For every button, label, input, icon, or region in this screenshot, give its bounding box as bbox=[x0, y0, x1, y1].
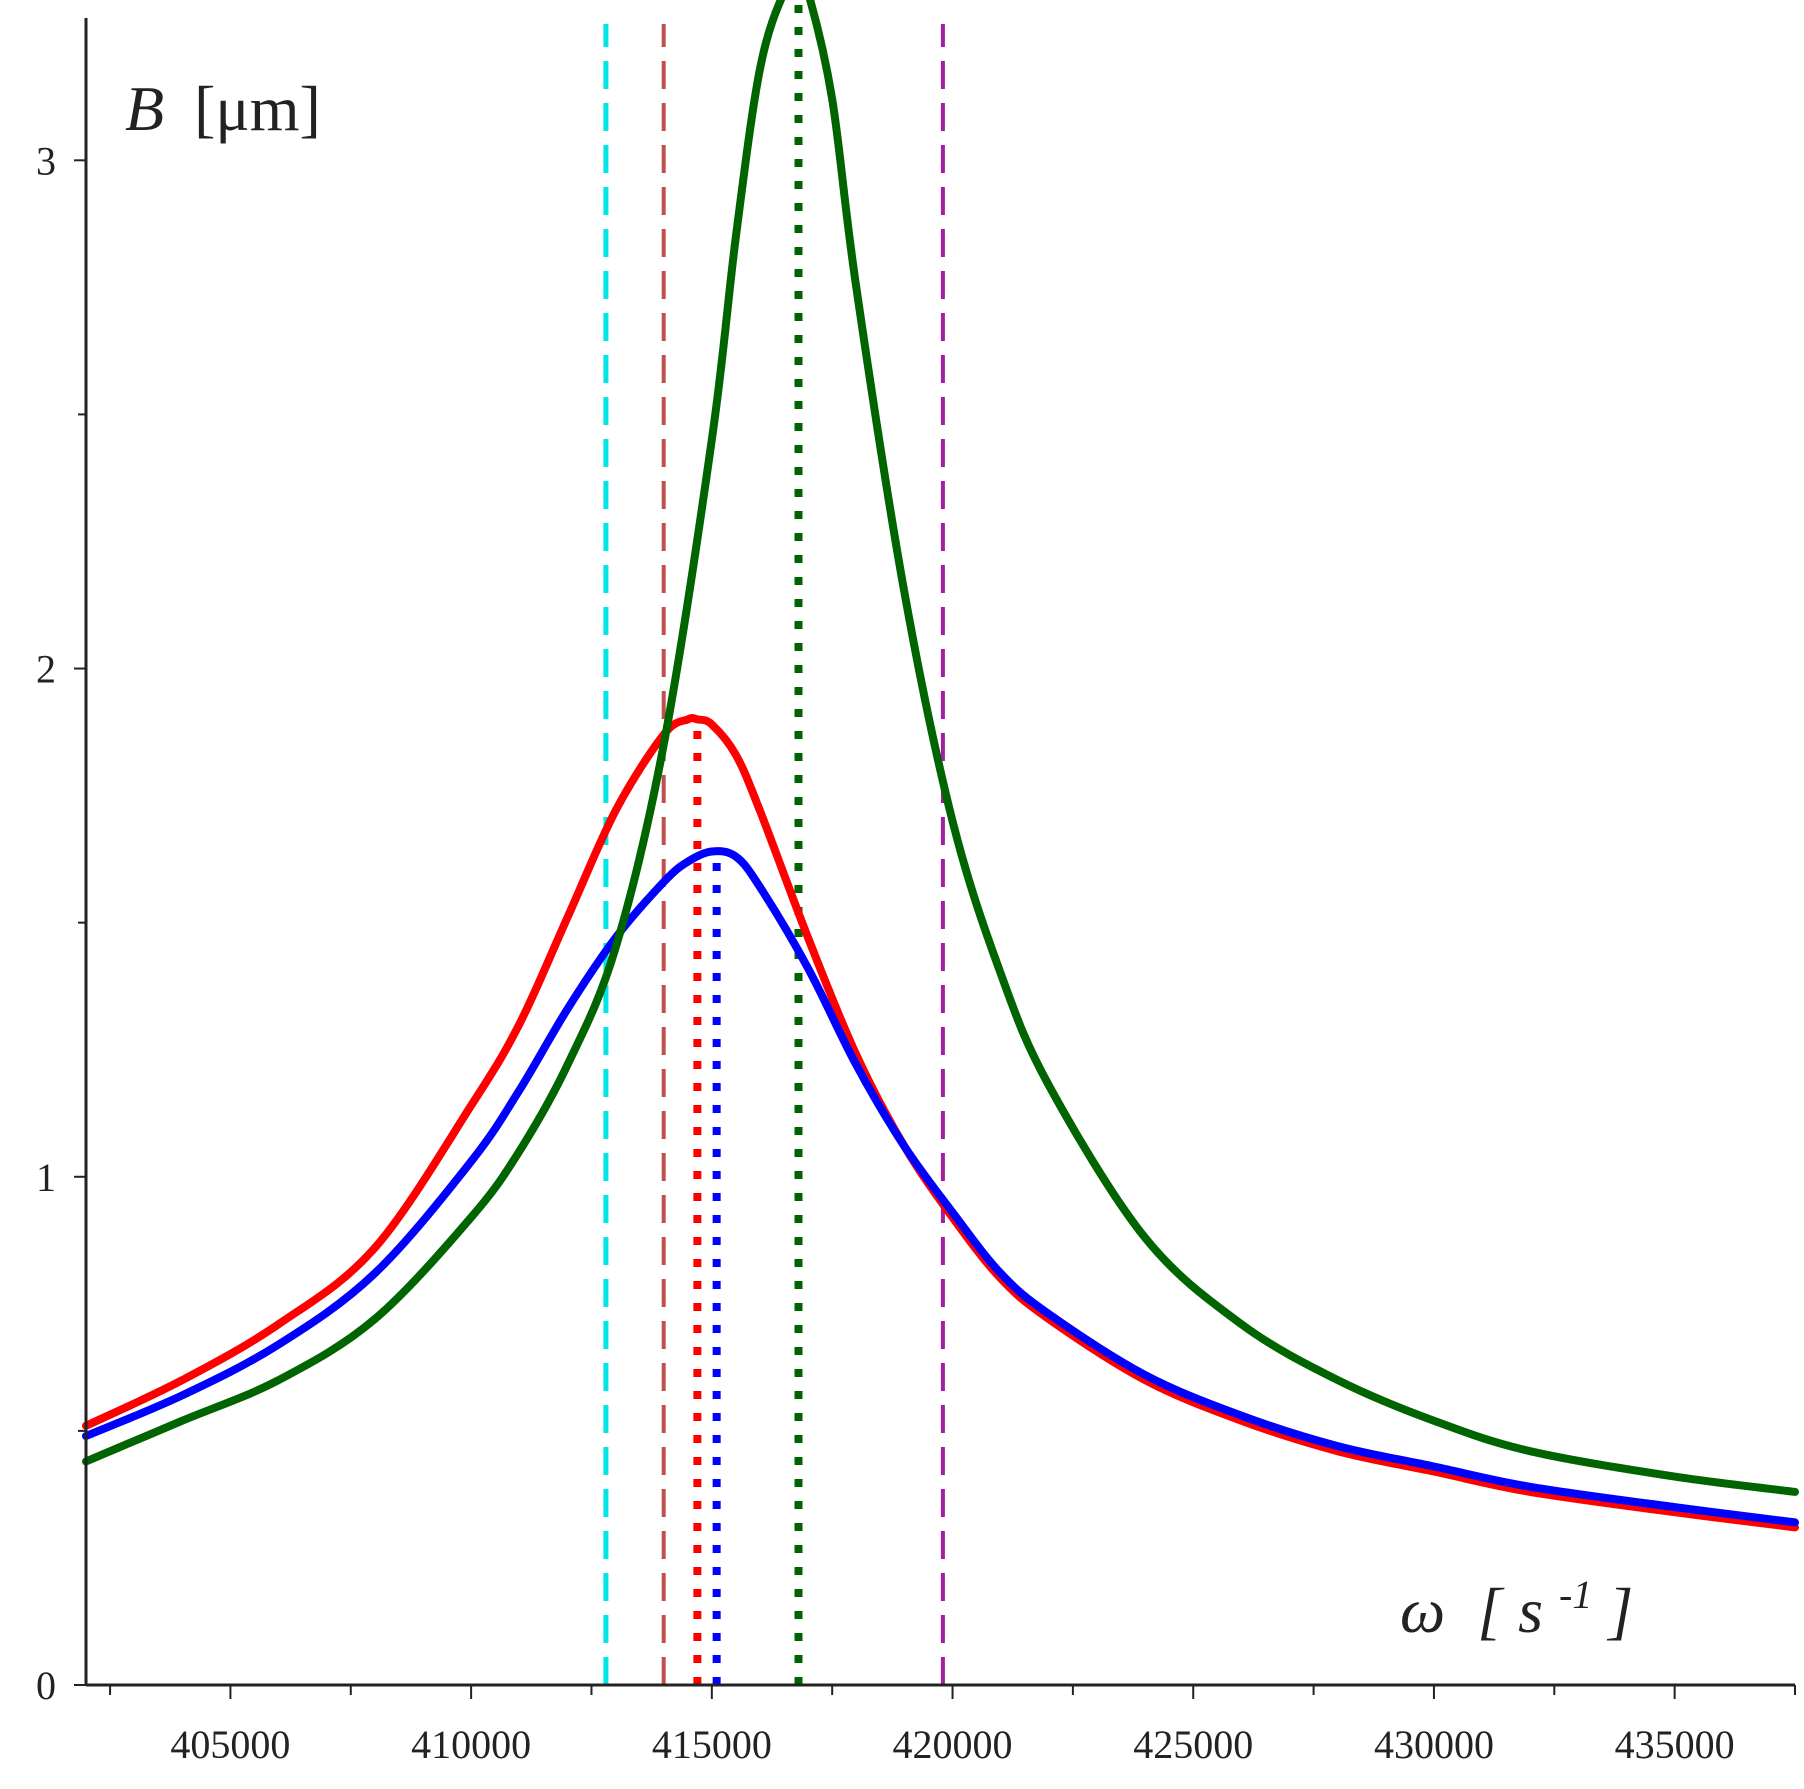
x-axis-unit-exponent: -1 bbox=[1559, 1572, 1592, 1617]
vertical-markers bbox=[603, 0, 945, 1685]
x-tick-label: 425000 bbox=[1133, 1722, 1253, 1767]
x-tick-label: 420000 bbox=[893, 1722, 1013, 1767]
x-axis-title: ω [ s -1 ] bbox=[1400, 1551, 1633, 1646]
x-axis-unit-base: s bbox=[1518, 1575, 1543, 1646]
x-tick-label: 415000 bbox=[652, 1722, 772, 1767]
x-tick-label: 410000 bbox=[411, 1722, 531, 1767]
series-green-curve bbox=[82, 0, 1799, 1496]
axes bbox=[84, 18, 1795, 1687]
y-tick-label: 1 bbox=[36, 1155, 56, 1200]
x-ticks: 405000 410000 415000 420000 425000 430000 4350… bbox=[109, 1685, 1796, 1767]
x-tick-label: 405000 bbox=[170, 1722, 290, 1767]
y-tick-label: 2 bbox=[36, 647, 56, 692]
y-axis-title: B [μm] bbox=[125, 73, 321, 144]
y-tick-label: 0 bbox=[36, 1663, 56, 1708]
x-tick-label: 435000 bbox=[1615, 1722, 1735, 1767]
x-axis-symbol: ω bbox=[1400, 1575, 1445, 1646]
series-curves bbox=[82, 0, 1799, 1532]
series-blue-curve bbox=[82, 847, 1799, 1527]
x-axis-unit-close: ] bbox=[1606, 1575, 1633, 1646]
y-tick-label: 3 bbox=[36, 138, 56, 183]
x-tick-label: 430000 bbox=[1374, 1722, 1494, 1767]
y-axis-unit: [μm] bbox=[194, 73, 321, 144]
y-ticks: 0 1 2 3 bbox=[36, 138, 86, 1708]
y-axis-symbol: B bbox=[125, 73, 164, 144]
series-red-curve bbox=[82, 714, 1799, 1532]
x-axis-unit-open: [ bbox=[1477, 1575, 1505, 1646]
